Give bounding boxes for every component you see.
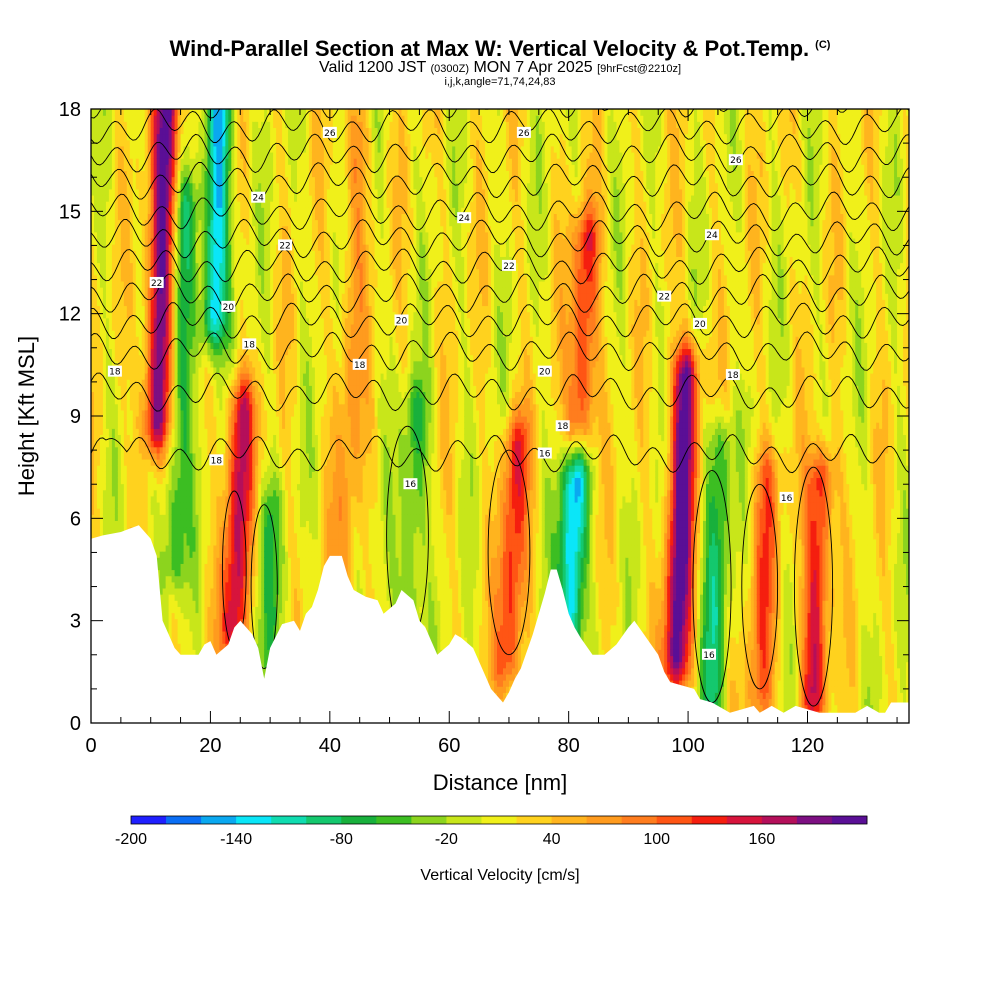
colorbar-tick-label: -200 (115, 831, 147, 848)
colorbar-swatch (446, 816, 481, 824)
y-tick-label: 12 (59, 304, 81, 326)
colorbar-swatch (131, 816, 166, 824)
theta-label: 26 (323, 127, 337, 139)
theta-label-text: 18 (211, 456, 223, 466)
colorbar: -200 -140 -80 -20 40 100 160 (115, 816, 867, 848)
theta-label: 24 (705, 229, 719, 241)
theta-label-text: 16 (539, 450, 551, 460)
colorbar-tick-label: -20 (435, 831, 458, 848)
x-tick-label: 100 (671, 735, 704, 757)
colorbar-swatch (762, 816, 797, 824)
theta-label-text: 18 (354, 361, 366, 371)
colorbar-swatch (201, 816, 236, 824)
colorbar-swatch (727, 816, 762, 824)
theta-label-text: 18 (727, 371, 739, 381)
y-tick-label: 3 (70, 611, 81, 633)
theta-label: 26 (729, 154, 743, 166)
theta-label: 20 (538, 366, 552, 378)
colorbar-swatch (517, 816, 552, 824)
theta-label-text: 22 (658, 293, 669, 303)
theta-label-text: 20 (396, 316, 408, 326)
theta-label: 16 (403, 478, 417, 490)
theta-label-text: 18 (109, 368, 121, 378)
theta-label: 16 (780, 492, 794, 504)
x-tick-label: 20 (199, 735, 221, 757)
theta-label-text: 22 (503, 262, 514, 272)
theta-label-text: 20 (539, 368, 551, 378)
theta-label-text: 18 (557, 422, 569, 432)
theta-label: 20 (221, 301, 235, 313)
colorbar-tick-label: -140 (220, 831, 252, 848)
colorbar-swatch (411, 816, 446, 824)
colorbar-swatch (797, 816, 832, 824)
theta-label: 20 (394, 314, 408, 326)
theta-label: 24 (457, 212, 471, 224)
colorbar-swatch (481, 816, 516, 824)
y-tick-label: 0 (70, 713, 81, 735)
colorbar-swatch (692, 816, 727, 824)
theta-label: 18 (209, 454, 223, 466)
theta-label: 18 (242, 338, 256, 350)
theta-label: 20 (693, 318, 707, 330)
theta-label: 24 (251, 192, 265, 204)
theta-label-text: 22 (279, 241, 290, 251)
x-axis-label: Distance [nm] (433, 770, 568, 795)
theta-label: 16 (702, 649, 716, 661)
x-tick-label: 80 (558, 735, 580, 757)
theta-label-text: 26 (730, 156, 742, 166)
theta-label: 26 (517, 127, 531, 139)
theta-label-text: 16 (781, 494, 793, 504)
theta-label-text: 24 (252, 194, 264, 204)
theta-label: 22 (150, 277, 164, 289)
colorbar-swatch (166, 816, 201, 824)
colorbar-swatch (622, 816, 657, 824)
x-tick-label: 60 (438, 735, 460, 757)
theta-label: 18 (726, 369, 740, 381)
theta-label-text: 20 (223, 303, 235, 313)
colorbar-swatch (271, 816, 306, 824)
colorbar-tick-label: -80 (330, 831, 353, 848)
theta-label-text: 24 (706, 231, 718, 241)
colorbar-swatch (657, 816, 692, 824)
theta-label: 22 (657, 291, 671, 303)
y-axis-label: Height [Kft MSL] (14, 336, 39, 496)
colorbar-swatch (306, 816, 341, 824)
y-tick-label: 9 (70, 406, 81, 428)
theta-label: 22 (502, 260, 516, 272)
theta-label: 18 (556, 420, 570, 432)
theta-label-text: 24 (458, 214, 470, 224)
theta-label-text: 16 (703, 651, 715, 661)
y-tick-label: 18 (59, 99, 81, 121)
theta-label: 18 (108, 366, 122, 378)
x-tick-label: 0 (85, 735, 96, 757)
colorbar-label: Vertical Velocity [cm/s] (420, 867, 579, 884)
colorbar-swatch (587, 816, 622, 824)
colorbar-tick-label: 100 (643, 831, 670, 848)
theta-label: 18 (353, 359, 367, 371)
colorbar-swatch (376, 816, 411, 824)
theta-label-text: 20 (694, 320, 706, 330)
theta-label: 16 (538, 448, 552, 460)
theta-label-text: 26 (324, 129, 336, 139)
x-tick-label: 40 (319, 735, 341, 757)
colorbar-swatch (236, 816, 271, 824)
theta-label-text: 18 (243, 340, 255, 350)
colorbar-swatch (552, 816, 587, 824)
y-tick-label: 15 (59, 201, 81, 223)
x-tick-label: 120 (791, 735, 824, 757)
y-tick-label: 6 (70, 508, 81, 530)
colorbar-tick-label: 40 (543, 831, 561, 848)
theta-label-text: 16 (405, 480, 417, 490)
colorbar-swatch (341, 816, 376, 824)
cross-section-chart: 26 26 26 24 24 24 22 22 22 22 20 20 20 20 18 18 18 18 18 18… (0, 0, 1000, 1000)
colorbar-swatch (832, 816, 867, 824)
theta-label-text: 26 (518, 129, 530, 139)
theta-label-text: 22 (151, 279, 162, 289)
theta-label: 22 (278, 239, 292, 251)
colorbar-tick-label: 160 (749, 831, 776, 848)
